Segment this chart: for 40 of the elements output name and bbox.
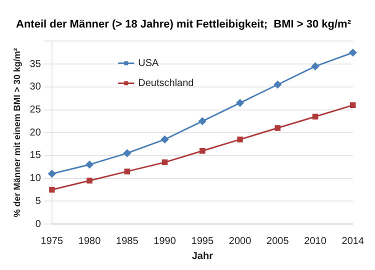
chart-title: Anteil der Männer (> 18 Jahre) mit Fettleibigkeit; BMI > 30 kg/m²: [16, 18, 352, 31]
point: [48, 170, 56, 178]
x-tick-label: 2000: [228, 236, 252, 247]
legend-label: USA: [138, 58, 160, 69]
x-tick-label: 1980: [78, 236, 102, 247]
y-tick-label: 35: [30, 58, 42, 70]
y-tick-label: 25: [30, 104, 42, 116]
y-tick-label: 5: [35, 196, 42, 207]
point: [200, 148, 206, 154]
point: [274, 125, 281, 131]
point: [161, 136, 169, 144]
x-tick-label: 1975: [40, 236, 64, 247]
point: [349, 48, 357, 56]
point: [198, 117, 206, 125]
y-tick-label: 30: [30, 82, 42, 93]
x-tick-label: 2014: [342, 236, 364, 247]
point: [123, 149, 131, 157]
x-tick-label: 1995: [191, 236, 214, 247]
x-axis-title: Jahr: [192, 250, 214, 262]
x-tick-label: 1990: [154, 236, 176, 247]
point: [274, 80, 282, 88]
y-tick-label: 20: [30, 127, 42, 138]
point: [312, 62, 320, 70]
y-tick-label: 10: [30, 173, 42, 184]
y-tick-label: 15: [30, 150, 42, 162]
y-tick-label: 0: [35, 218, 42, 230]
x-tick-label: 2005: [266, 236, 290, 247]
point: [86, 178, 92, 184]
point: [124, 168, 130, 174]
point: [312, 114, 318, 120]
point: [162, 159, 168, 166]
point: [236, 99, 244, 107]
point: [350, 102, 356, 108]
legend-label: Deutschland: [138, 78, 194, 89]
x-tick-label: 1985: [116, 236, 139, 247]
point: [49, 186, 55, 193]
x-tick-label: 2010: [304, 236, 327, 247]
y-axis-title: % der Männer mit einem BMI > 30 kg/m²: [12, 48, 22, 218]
point: [86, 160, 94, 168]
point: [237, 136, 243, 142]
